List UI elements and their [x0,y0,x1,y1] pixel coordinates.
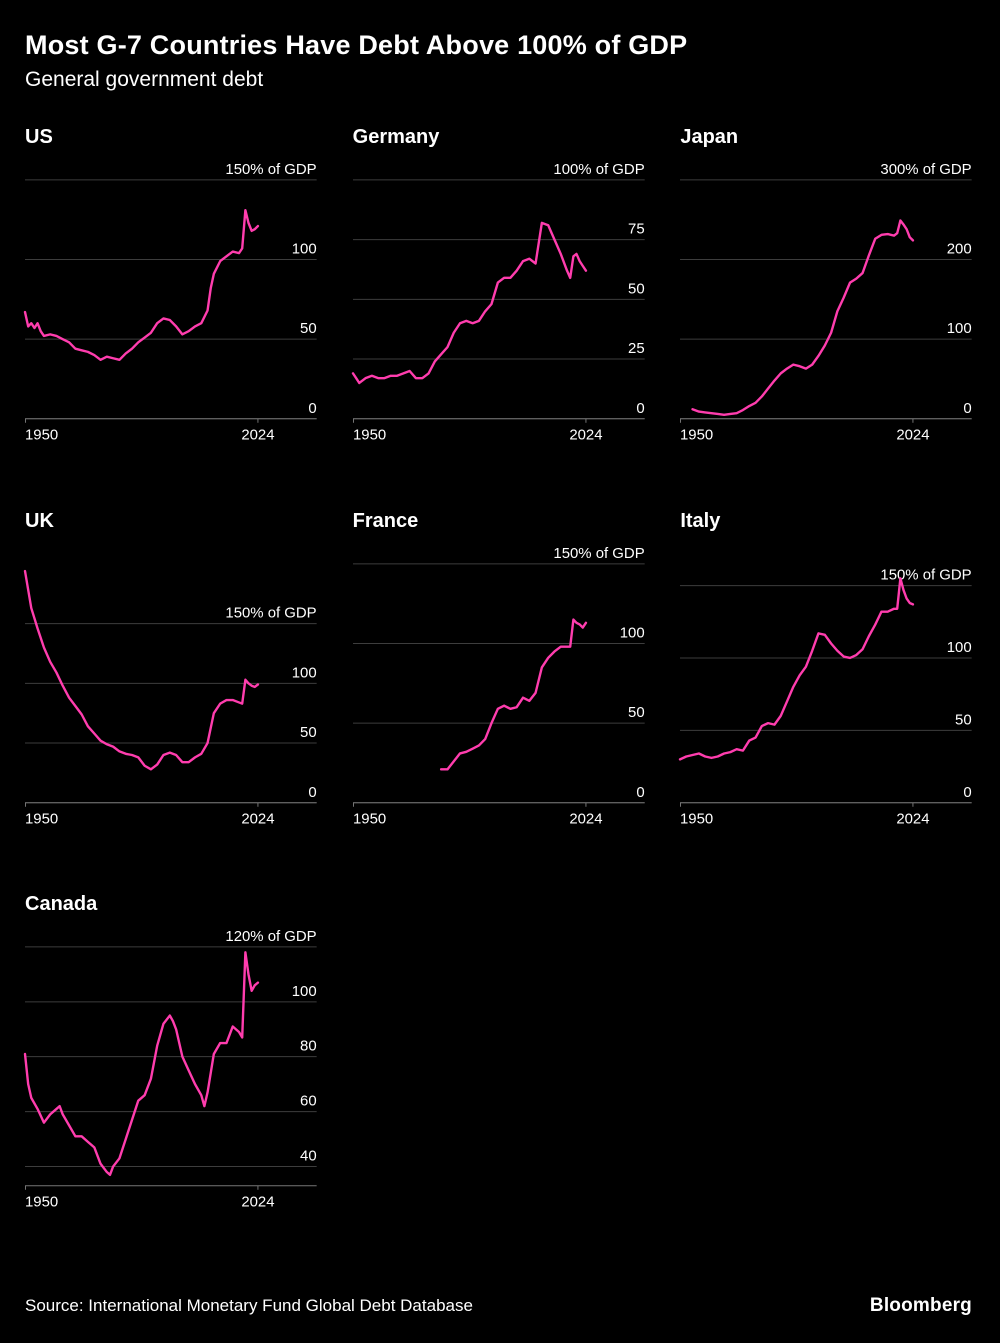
source-note: Source: International Monetary Fund Glob… [25,1296,473,1315]
svg-text:2024: 2024 [569,427,602,444]
line-chart-japan: 300% of GDP 200 100 0 1950 2024 [680,161,972,444]
chart-japan: Japan 300% of GDP 200 100 0 1950 2024 [680,126,972,444]
svg-text:100: 100 [292,983,317,1000]
chart-canada: Canada 120% of GDP 100 80 60 40 1950 2024 [23,893,317,1211]
svg-text:80: 80 [300,1038,317,1055]
svg-text:100: 100 [292,241,317,258]
svg-text:0: 0 [964,400,972,417]
chart-title-germany: Germany [352,126,440,148]
svg-text:2024: 2024 [897,810,930,827]
debt-line [691,219,915,416]
chart-us: US 150% of GDP 100 50 0 1950 2024 [23,126,317,444]
svg-text:150% of GDP: 150% of GDP [881,566,972,583]
svg-text:50: 50 [300,320,317,337]
line-chart-france: 150% of GDP 100 50 0 1950 2024 [352,545,645,827]
figure-title: Most G-7 Countries Have Debt Above 100% … [25,30,688,60]
svg-text:0: 0 [636,783,644,800]
line-chart-germany: 100% of GDP 75 50 25 0 1950 2024 [351,161,645,444]
svg-text:300% of GDP: 300% of GDP [881,161,972,178]
svg-text:0: 0 [308,783,316,800]
svg-text:50: 50 [628,704,645,721]
svg-text:75: 75 [628,221,645,238]
figure-header: Most G-7 Countries Have Debt Above 100% … [25,30,972,126]
figure-footer: Source: International Monetary Fund Glob… [25,1255,972,1317]
svg-text:0: 0 [636,400,644,417]
small-multiples-grid: US 150% of GDP 100 50 0 1950 2024 Germany 100… [23,126,972,1211]
chart-italy: Italy 150% of GDP 100 50 0 1950 2024 [679,509,972,827]
chart-uk: UK 150% of GDP 100 50 0 1950 2024 [23,509,317,827]
svg-text:50: 50 [300,724,317,741]
svg-text:2024: 2024 [897,427,930,444]
debt-line [679,576,915,761]
chart-title-canada: Canada [25,893,98,916]
line-chart-uk: 150% of GDP 100 50 0 1950 2024 [23,569,317,827]
svg-text:1950: 1950 [680,427,713,444]
svg-text:40: 40 [300,1148,317,1165]
chart-france: France 150% of GDP 100 50 0 1950 2024 [353,510,645,828]
svg-text:200: 200 [947,241,972,258]
bloomberg-logo: Bloomberg [869,1295,972,1316]
svg-text:150% of GDP: 150% of GDP [553,545,644,562]
svg-text:60: 60 [300,1093,317,1110]
svg-text:100: 100 [947,639,972,656]
svg-text:100% of GDP: 100% of GDP [553,161,644,178]
svg-text:2024: 2024 [241,810,274,827]
svg-text:0: 0 [308,400,316,417]
svg-text:150% of GDP: 150% of GDP [225,604,316,621]
svg-text:1950: 1950 [353,427,386,444]
svg-text:2024: 2024 [569,810,602,827]
svg-text:100: 100 [292,664,317,681]
line-chart-us: 150% of GDP 100 50 0 1950 2024 [23,161,317,444]
chart-title-us: US [25,126,53,148]
line-chart-canada: 120% of GDP 100 80 60 40 1950 2024 [23,928,317,1211]
svg-text:1950: 1950 [353,810,386,827]
svg-text:2024: 2024 [241,1194,274,1211]
debt-line [351,221,587,385]
chart-germany: Germany 100% of GDP 75 50 25 0 1950 2024 [351,126,645,444]
chart-title-japan: Japan [680,126,739,148]
svg-text:1950: 1950 [680,810,713,827]
chart-title-uk: UK [25,509,54,532]
svg-text:1950: 1950 [25,810,58,827]
svg-text:50: 50 [628,280,645,297]
svg-text:50: 50 [955,711,972,728]
debt-line [23,208,260,362]
svg-text:100: 100 [947,320,972,337]
svg-text:150% of GDP: 150% of GDP [225,161,316,178]
debt-line [439,618,587,771]
svg-text:25: 25 [628,340,645,357]
svg-text:1950: 1950 [25,427,58,444]
line-chart-italy: 150% of GDP 100 50 0 1950 2024 [679,566,972,827]
svg-text:1950: 1950 [25,1194,58,1211]
svg-text:100: 100 [619,624,644,641]
chart-title-italy: Italy [680,509,721,532]
debt-line [23,951,260,1177]
svg-text:0: 0 [964,783,972,800]
svg-text:120% of GDP: 120% of GDP [225,928,316,945]
chart-title-france: France [352,509,419,532]
svg-text:2024: 2024 [241,427,274,444]
figure-subtitle: General government debt [25,68,264,91]
debt-line [23,569,260,771]
